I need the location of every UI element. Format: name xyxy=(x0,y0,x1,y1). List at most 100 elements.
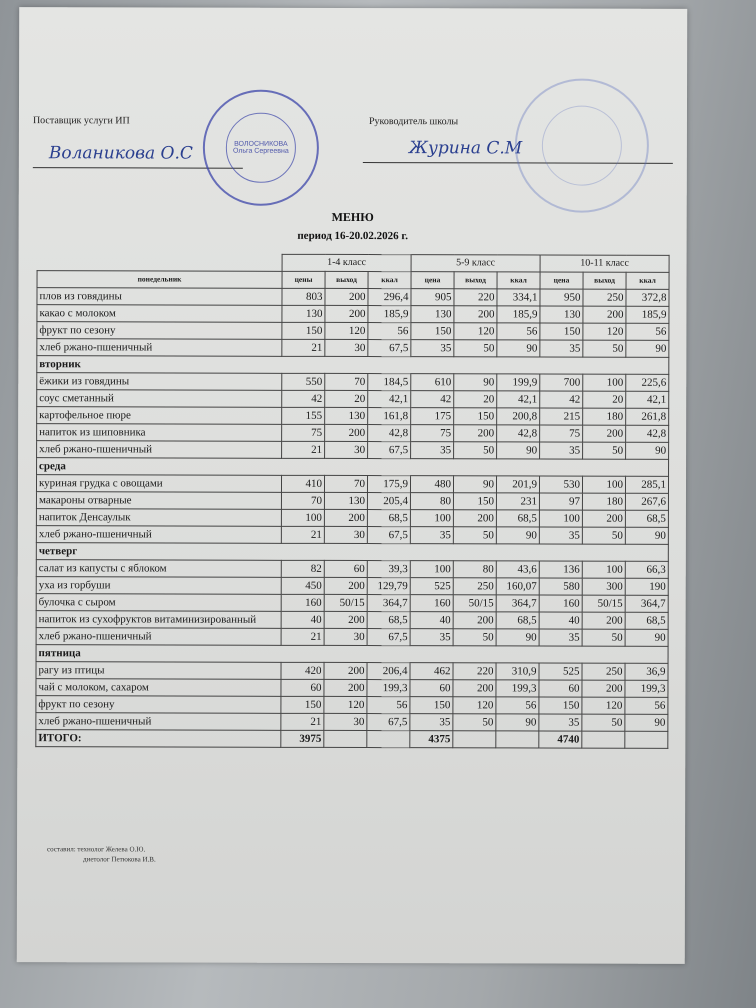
cell-value: 20 xyxy=(453,390,497,408)
day-label: четверг xyxy=(36,542,669,562)
column-header: цена xyxy=(411,271,455,289)
cell-value: 42 xyxy=(410,390,454,408)
empty-corner xyxy=(37,254,282,272)
column-header: выход xyxy=(583,272,627,290)
cell-value: 90 xyxy=(496,339,540,357)
day-row: понедельник цены выход ккал цена выход ккал цен… xyxy=(37,270,670,290)
cell-value: 100 xyxy=(582,561,626,579)
cell-value: 180 xyxy=(582,493,626,511)
supplier-signature: Воланикова О.С xyxy=(48,143,193,164)
cell-value: 40 xyxy=(410,611,454,629)
cell-value: 220 xyxy=(452,662,497,680)
cell-value: 410 xyxy=(281,475,325,493)
cell-value: 199,3 xyxy=(495,679,539,697)
menu-document: Поставщик услуги ИП Воланикова О.С ВОЛОС… xyxy=(16,7,688,964)
table-row: напиток из сухофруктов витаминизированны… xyxy=(36,610,669,630)
cell-value: 35 xyxy=(410,441,454,459)
cell-value: 150 xyxy=(453,492,497,510)
cell-value: 70 xyxy=(324,475,368,493)
cell-value: 150 xyxy=(280,696,324,714)
day-label: пятница xyxy=(36,644,669,664)
cell-value: 267,6 xyxy=(625,493,669,511)
period: период 16-20.02.2026 г. xyxy=(297,229,408,243)
cell-value: 90 xyxy=(453,475,497,493)
total-value xyxy=(452,730,496,748)
dish-name: хлеб ржано-пшеничный xyxy=(36,338,282,357)
cell-value: 21 xyxy=(281,628,325,646)
cell-value: 160,07 xyxy=(496,577,540,595)
cell-value: 35 xyxy=(539,339,583,358)
cell-value: 200 xyxy=(452,679,496,697)
cell-value: 75 xyxy=(539,424,583,443)
table-row: куриная грудка с овощами 410 70 175,9 480 90 2… xyxy=(36,474,669,494)
cell-value: 215 xyxy=(539,407,583,426)
cell-value: 225,6 xyxy=(625,374,669,392)
dish-name: хлеб ржано-пшеничный xyxy=(35,712,281,731)
cell-value: 90 xyxy=(624,714,668,732)
column-header: цены xyxy=(282,271,326,289)
cell-value: 66,3 xyxy=(625,561,669,579)
cell-value: 42,1 xyxy=(496,390,540,408)
dish-name: напиток Денсаулык xyxy=(36,508,282,527)
cell-value: 201,9 xyxy=(496,475,540,493)
day-row: вторник xyxy=(36,355,669,375)
cell-value: 35 xyxy=(539,441,583,460)
total-value: 3975 xyxy=(280,730,324,748)
cell-value: 90 xyxy=(625,340,669,358)
cell-value: 56 xyxy=(366,696,410,714)
cell-value: 580 xyxy=(539,577,583,596)
page-title: МЕНЮ xyxy=(331,209,374,225)
cell-value: 200 xyxy=(582,425,626,443)
cell-value: 231 xyxy=(496,492,540,510)
dish-name: хлеб ржано-пшеничный xyxy=(36,627,282,646)
table-row: рагу из птицы 420 200 206,4 462 220 310,9 525 25… xyxy=(35,661,669,681)
cell-value: 610 xyxy=(410,373,454,391)
table-row: какао с молоком 130 200 185,9 130 200 185,9 130… xyxy=(36,304,669,324)
cell-value: 160 xyxy=(410,594,454,612)
table-row: картофельное пюре 155 130 161,8 175 150 200,8 2… xyxy=(36,406,669,426)
cell-value: 35 xyxy=(410,628,454,646)
cell-value: 450 xyxy=(281,577,325,595)
cell-value: 50/15 xyxy=(324,594,368,612)
day-label: среда xyxy=(36,457,669,477)
cell-value: 120 xyxy=(453,322,497,340)
cell-value: 20 xyxy=(582,391,626,409)
cell-value: 40 xyxy=(281,611,325,629)
table-row: салат из капусты с яблоком 82 60 39,3 100 80 4… xyxy=(36,559,669,579)
cell-value: 200 xyxy=(582,510,626,528)
cell-value: 80 xyxy=(410,492,454,510)
cell-value: 39,3 xyxy=(367,560,411,578)
cell-value: 56 xyxy=(624,697,668,715)
cell-value: 90 xyxy=(496,628,540,646)
cell-value: 50 xyxy=(453,441,497,459)
table-row: соус сметанный 42 20 42,1 42 20 42,1 42 20 42,1 xyxy=(36,389,669,409)
table-row: напиток Денсаулык 100 200 68,5 100 200 68,5 100… xyxy=(36,508,669,528)
cell-value: 200 xyxy=(582,612,626,630)
cell-value: 480 xyxy=(410,475,454,493)
dish-name: куриная грудка с овощами xyxy=(36,474,282,493)
cell-value: 42,8 xyxy=(625,425,669,443)
cell-value: 161,8 xyxy=(367,407,411,425)
cell-value: 30 xyxy=(324,526,368,544)
dish-name: хлеб ржано-пшеничный xyxy=(36,525,282,544)
cell-value: 185,9 xyxy=(496,305,540,323)
cell-value: 42,1 xyxy=(625,391,669,409)
cell-value: 70 xyxy=(324,373,368,391)
cell-value: 82 xyxy=(281,560,325,578)
cell-value: 364,7 xyxy=(625,595,669,613)
cell-value: 530 xyxy=(539,475,583,494)
cell-value: 296,4 xyxy=(367,288,412,306)
cell-value: 50 xyxy=(453,339,497,357)
cell-value: 200 xyxy=(324,305,368,323)
column-header: ккал xyxy=(497,271,541,289)
cell-value: 21 xyxy=(280,713,324,731)
cell-value: 67,5 xyxy=(367,526,411,544)
column-header: цена xyxy=(540,271,584,290)
day-label: понедельник xyxy=(37,270,283,289)
column-header: выход xyxy=(454,271,498,289)
cell-value: 200 xyxy=(324,509,368,527)
cell-value: 175 xyxy=(410,407,454,425)
cell-value: 35 xyxy=(410,339,454,357)
cell-value: 803 xyxy=(281,288,326,306)
dish-name: соус сметанный xyxy=(36,389,282,408)
